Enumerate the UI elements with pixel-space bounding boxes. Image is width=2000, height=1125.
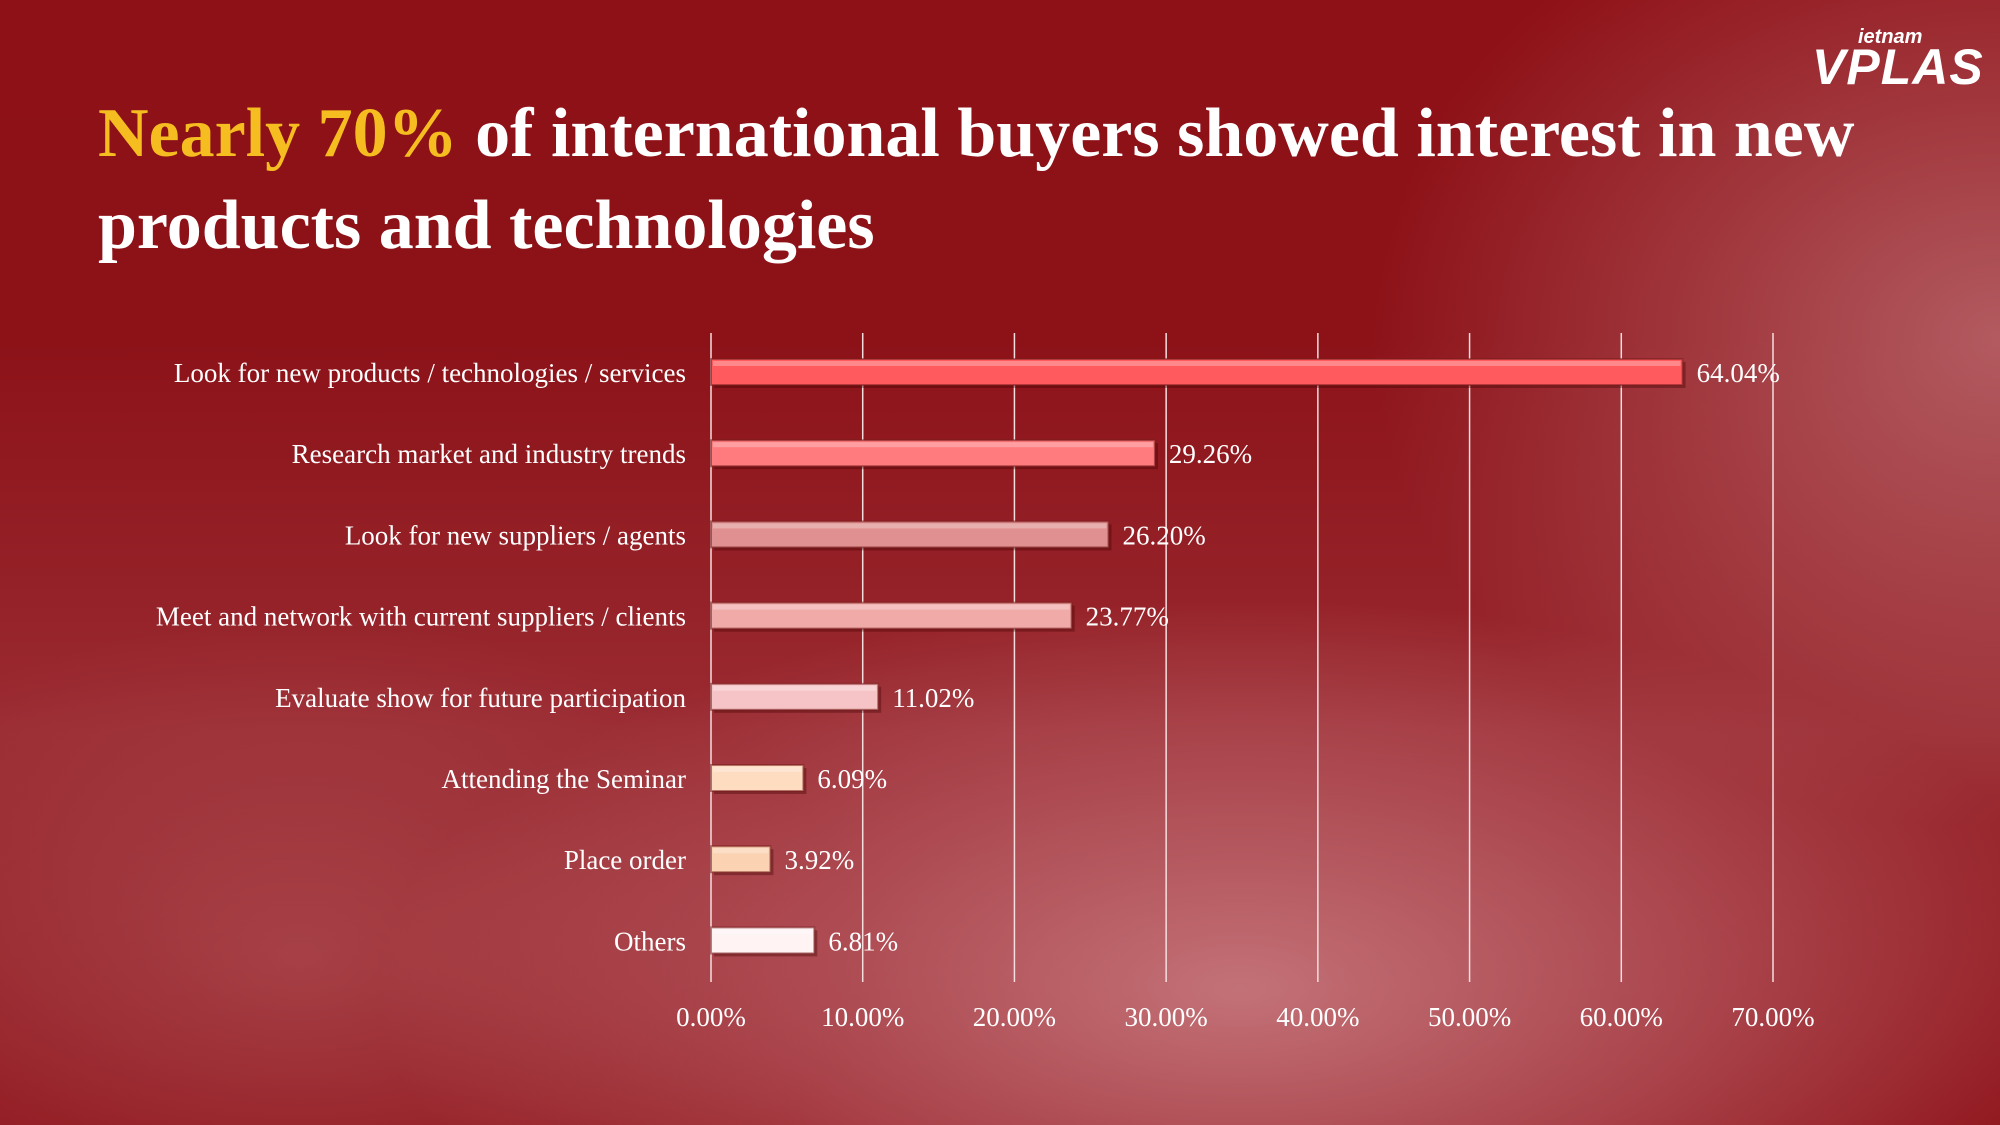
category-label: Evaluate show for future participation [275,683,686,713]
category-label: Research market and industry trends [292,439,686,469]
bar [710,926,816,955]
bar-highlight [713,767,802,772]
bar [710,764,805,792]
category-label: Look for new suppliers / agents [345,520,686,550]
bar [710,682,880,711]
data-label: 6.81% [828,926,898,956]
x-tick-label: 10.00% [821,1002,904,1032]
logo-bottom-text: VPLAS [1812,39,1984,95]
logo-top-text: ietnam [1858,26,1923,48]
title-highlight: Nearly 70% [98,95,458,172]
data-label: 11.02% [892,683,974,713]
x-tick-label: 0.00% [676,1002,746,1032]
bar [710,520,1110,549]
bar-highlight [713,848,769,854]
slide-title: Nearly 70% of international buyers showe… [98,88,1858,272]
data-label: 23.77% [1086,602,1169,632]
data-label: 3.92% [784,845,854,875]
bar-highlight [713,685,877,691]
category-label: Place order [564,845,686,875]
bar-highlight [713,523,1107,529]
category-label: Attending the Seminar [442,764,686,794]
x-tick-label: 40.00% [1276,1002,1359,1032]
x-tick-label: 60.00% [1580,1002,1663,1032]
grid-lines [710,333,1774,982]
bar [710,601,1073,630]
bar-highlight [713,361,1681,366]
vietnamplas-logo: ietnam VPLAS [1812,24,1984,95]
data-label: 29.26% [1169,439,1252,469]
category-label: Look for new products / technologies / s… [174,358,686,388]
bar-highlight [713,929,813,935]
bar [710,358,1684,386]
bar [710,439,1156,468]
data-label: 64.04% [1697,358,1780,388]
x-tick-label: 20.00% [973,1002,1056,1032]
bar-highlight [713,604,1070,610]
data-label: 6.09% [817,764,887,794]
bar-highlight [713,442,1153,448]
category-label: Meet and network with current suppliers … [156,602,686,632]
x-tick-label: 50.00% [1428,1002,1511,1032]
title-rest: of international buyers showed interest … [98,95,1855,264]
x-tick-label: 70.00% [1731,1002,1814,1032]
category-label: Others [614,926,686,956]
bar [710,845,772,874]
data-label: 26.20% [1122,520,1205,550]
bars [710,358,1686,957]
labels: 0.00% 10.00% 20.00% 30.00% 40.00% 50.00% 60.00… [156,358,1815,1032]
x-tick-label: 30.00% [1125,1002,1208,1032]
